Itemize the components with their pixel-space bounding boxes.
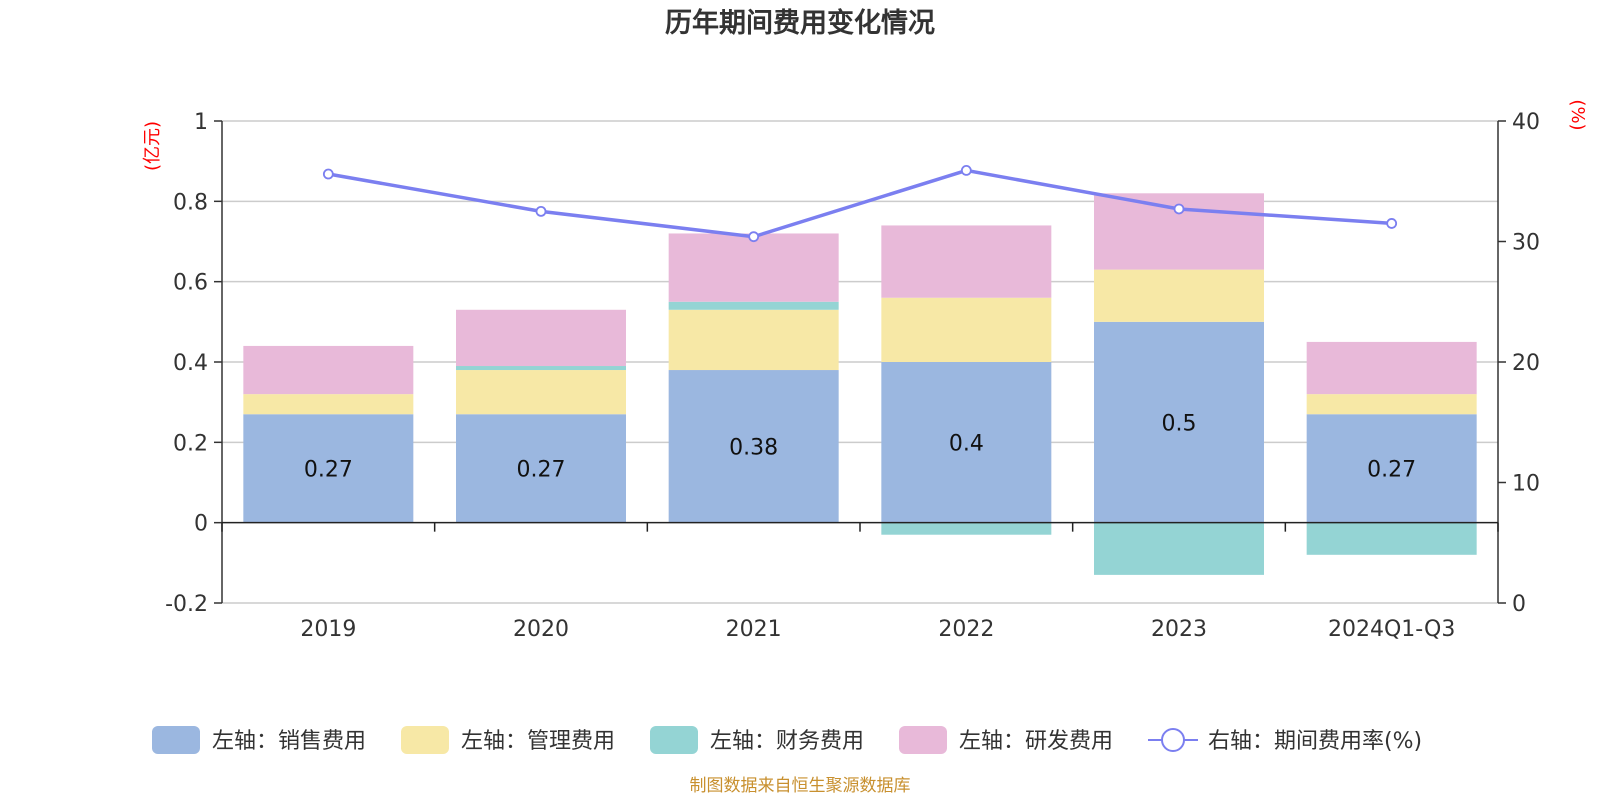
legend-swatch [401,726,449,754]
bar-segment [1306,414,1477,523]
x-axis-category-label: 2022 [938,617,994,642]
bar-segment [668,233,839,302]
right-axis-tick-label: 10 [1512,472,1540,497]
bar-segment [456,309,626,367]
legend: 左轴：销售费用 左轴：管理费用 左轴：财务费用 左轴：研发费用 右轴：期间费用率(%) [152,726,1422,754]
bar-data-label: 0.27 [517,457,566,482]
legend-swatch [152,726,200,754]
x-axis-category-label: 2020 [513,617,569,642]
bar-segment [243,345,414,395]
bar-segment [1094,269,1264,322]
left-axis-tick-label: 0.4 [173,351,208,376]
legend-label: 左轴：财务费用 [710,729,864,754]
x-axis-category-label: 2023 [1151,617,1207,642]
bar-segment [456,370,626,415]
legend-marker-icon [1161,728,1185,752]
left-axis-tick-label: 0.2 [173,431,208,456]
bar-segment [243,414,414,523]
bar-data-label: 0.38 [729,435,778,460]
left-axis-unit: (亿元) [142,121,163,171]
bar-segment [1306,394,1477,415]
left-axis-tick-label: 1 [194,110,208,135]
bar-segment [881,297,1052,362]
bars [243,193,1477,575]
bar-segment [881,225,1052,298]
right-axis-tick-label: 40 [1512,110,1540,135]
bar-segment [456,366,626,371]
chart-title: 历年期间费用变化情况 [665,7,935,39]
bar-segment [1094,321,1264,523]
gridlines [222,120,1498,604]
x-axis-category-label: 2021 [726,617,782,642]
right-axis-tick-label: 20 [1512,351,1540,376]
left-axis-tick-label: -0.2 [165,592,208,617]
legend-swatch [650,726,698,754]
expense-rate-point [535,205,547,217]
expense-rate-point [1386,218,1398,229]
bar-data-label: 0.27 [304,457,353,482]
bar-segment [881,522,1052,535]
left-axis-tick-label: 0.8 [173,190,208,215]
bar-segment [668,301,839,310]
bar-segment [456,414,626,523]
bar-segment [1306,522,1477,555]
axes: 1 0.8 0.6 0.4 0.2 0 -0.2 40 30 20 10 0 2019 2020 2021 2… [165,110,1540,642]
left-axis-tick-label: 0.6 [173,271,208,296]
bar-segment [243,394,414,415]
expense-rate-point [1173,203,1185,215]
bar-segment [1094,522,1264,575]
x-axis-category-label: 2019 [300,617,356,642]
expense-rate-point [960,165,972,176]
bar-segment [881,362,1052,523]
right-axis-tick-label: 30 [1512,231,1540,256]
left-axis-tick-label: 0 [194,512,208,537]
bar-data-label: 0.27 [1367,457,1416,482]
bar-labels: 0.27 0.27 0.38 0.4 0.5 0.27 [304,411,1416,482]
bar-segment [668,309,839,371]
legend-swatch [899,726,947,754]
bar-data-label: 0.4 [949,431,984,456]
data-source-note: 制图数据来自恒生聚源数据库 [690,776,911,796]
bar-segment [1306,341,1477,395]
expense-rate-line [322,165,1398,243]
x-axis-category-label: 2024Q1-Q3 [1328,617,1455,642]
legend-label: 左轴：销售费用 [212,729,366,754]
bar-segment [668,370,839,523]
right-axis-tick-label: 0 [1512,592,1526,617]
expense-rate-point [748,231,760,243]
right-axis-unit: (%) [1567,99,1588,130]
legend-label: 左轴：研发费用 [959,729,1113,754]
legend-label: 右轴：期间费用率(%) [1208,729,1422,754]
expense-rate-point [322,168,334,180]
bar-data-label: 0.5 [1162,411,1197,436]
legend-label: 左轴：管理费用 [461,729,615,754]
expense-rate-polyline [328,168,1392,239]
